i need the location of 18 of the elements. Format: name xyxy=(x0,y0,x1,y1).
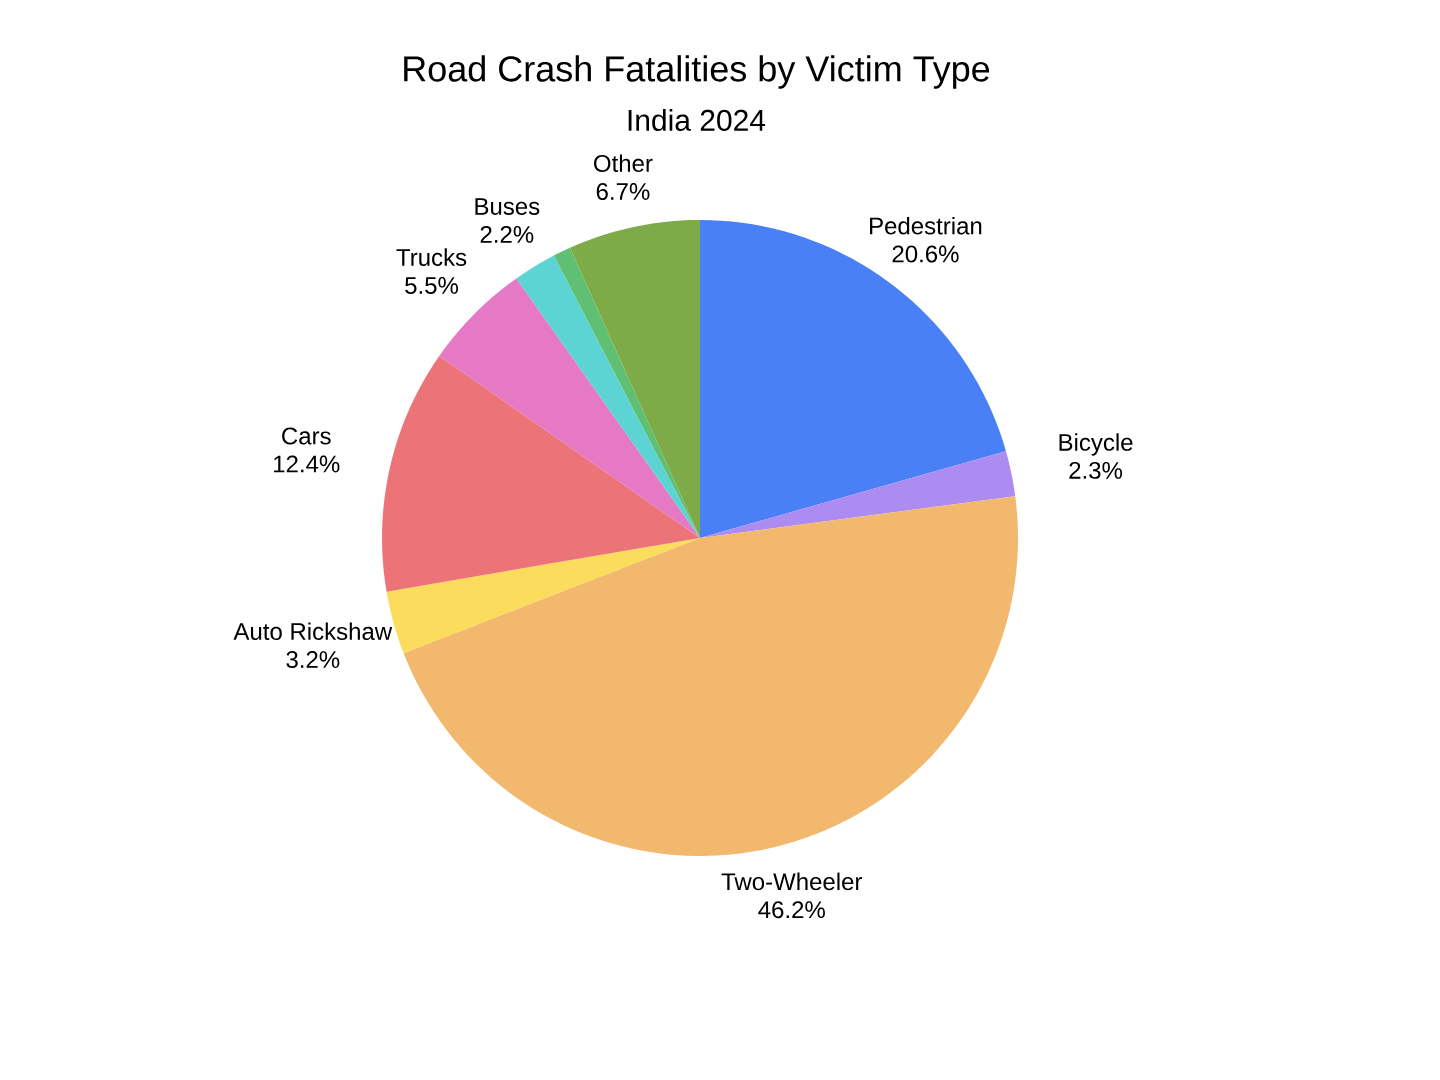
slice-label: Buses xyxy=(475,198,540,215)
data-label: 2.3% xyxy=(1069,461,1123,479)
data-label: 46.2% xyxy=(758,901,825,919)
slice-label: Pedestrian xyxy=(870,216,982,235)
data-label: 6.7% xyxy=(596,183,650,200)
data-label: 5.5% xyxy=(405,277,459,294)
data-label: 20.6% xyxy=(892,245,959,263)
slice-label: Other xyxy=(594,154,653,172)
slice-label: Cars xyxy=(282,427,331,445)
data-label: 3.2% xyxy=(286,651,340,669)
chart-subtitle: India 2024 xyxy=(628,108,766,131)
data-label: 12.4% xyxy=(274,455,340,473)
slice-label: Bicycle xyxy=(1059,433,1133,456)
slice-label: Two-Wheeler xyxy=(721,872,863,891)
data-label: 2.2% xyxy=(480,225,534,243)
slice-label: Trucks xyxy=(396,248,467,266)
chart-title: Road Crash Fatalities by Victim Type xyxy=(404,55,990,89)
slice-label: Auto Rickshaw xyxy=(233,622,393,641)
